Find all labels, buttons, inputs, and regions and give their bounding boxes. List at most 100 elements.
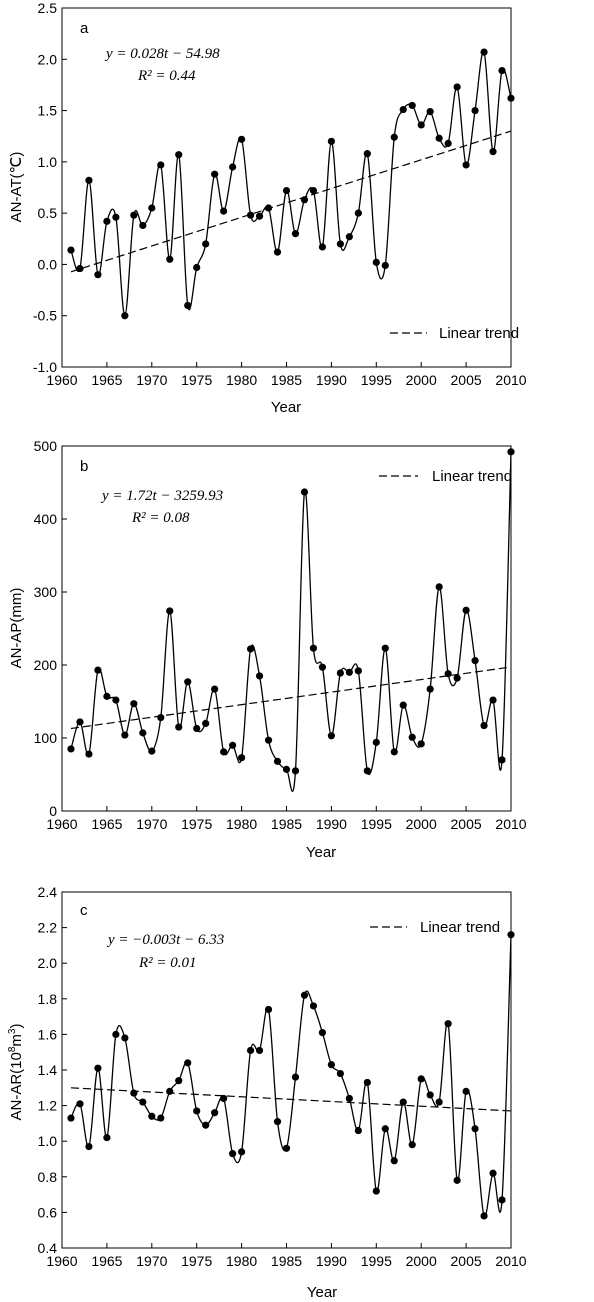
data-point bbox=[336, 1069, 344, 1078]
y-tick-label: 1.8 bbox=[38, 991, 58, 1007]
data-point bbox=[211, 685, 219, 693]
y-tick-label: 500 bbox=[34, 438, 58, 454]
data-point bbox=[453, 1176, 461, 1184]
data-point bbox=[255, 212, 264, 220]
x-tick-label: 1975 bbox=[181, 816, 212, 832]
x-tick-label: 1970 bbox=[136, 372, 167, 388]
y-axis-title: AN-AP(mm) bbox=[8, 588, 25, 669]
data-point bbox=[220, 1094, 228, 1103]
trend-line bbox=[70, 666, 512, 730]
x-tick-label: 1990 bbox=[316, 1253, 347, 1269]
data-point bbox=[220, 748, 228, 756]
data-point bbox=[121, 312, 129, 320]
data-point bbox=[220, 207, 228, 215]
y-tick-label: 0.6 bbox=[38, 1204, 58, 1220]
data-point bbox=[238, 754, 246, 762]
data-point bbox=[94, 271, 102, 279]
x-tick-label: 1965 bbox=[91, 816, 122, 832]
y-tick-label: 1.0 bbox=[38, 154, 58, 170]
data-point bbox=[67, 745, 75, 753]
data-point bbox=[193, 263, 201, 272]
data-point bbox=[264, 736, 273, 744]
x-tick-label: 2010 bbox=[495, 816, 526, 832]
data-point bbox=[435, 1098, 443, 1106]
x-tick-label: 1990 bbox=[316, 372, 347, 388]
x-tick-label: 2005 bbox=[451, 816, 482, 832]
data-point bbox=[471, 1125, 479, 1133]
data-point bbox=[139, 1098, 147, 1106]
data-point bbox=[417, 740, 425, 748]
data-point bbox=[130, 1089, 138, 1097]
data-point bbox=[148, 747, 156, 755]
data-point bbox=[157, 161, 165, 169]
data-point bbox=[67, 246, 75, 254]
data-point bbox=[139, 729, 147, 737]
data-point bbox=[273, 1118, 282, 1126]
x-tick-label: 1985 bbox=[271, 816, 302, 832]
regression-equation: y = 1.72t − 3259.93 bbox=[100, 488, 223, 504]
data-point bbox=[309, 644, 318, 652]
data-point bbox=[444, 139, 452, 147]
x-tick-label: 1970 bbox=[136, 1253, 167, 1269]
data-point bbox=[103, 1134, 111, 1142]
data-point bbox=[489, 148, 497, 156]
x-tick-label: 1975 bbox=[181, 1253, 212, 1269]
x-tick-label: 2000 bbox=[406, 816, 437, 832]
data-point bbox=[202, 1121, 210, 1129]
legend-label: Linear trend bbox=[420, 919, 500, 936]
data-point bbox=[480, 48, 488, 56]
data-point bbox=[175, 723, 183, 731]
y-axis-title: AN-AR(108m3) bbox=[7, 1024, 25, 1121]
series-line bbox=[70, 51, 511, 317]
data-point bbox=[291, 230, 300, 238]
data-point bbox=[193, 1107, 201, 1115]
data-point bbox=[166, 1087, 174, 1095]
data-point bbox=[426, 685, 434, 693]
data-point bbox=[327, 732, 335, 740]
data-point bbox=[193, 724, 201, 733]
x-axis-title: Year bbox=[307, 1284, 337, 1301]
data-point bbox=[498, 66, 506, 75]
y-tick-label: 300 bbox=[34, 584, 58, 600]
panel-letter: c bbox=[80, 902, 88, 919]
data-point bbox=[507, 448, 515, 456]
x-axis-title: Year bbox=[306, 844, 336, 861]
regression-equation: y = 0.028t − 54.98 bbox=[104, 46, 220, 62]
data-point bbox=[139, 221, 147, 230]
data-point bbox=[318, 1029, 327, 1037]
x-tick-label: 2005 bbox=[451, 1253, 482, 1269]
data-point bbox=[462, 161, 470, 169]
data-point bbox=[309, 1002, 318, 1010]
data-point bbox=[354, 667, 362, 675]
data-point bbox=[238, 1148, 246, 1156]
data-point bbox=[489, 1169, 497, 1177]
data-point bbox=[211, 170, 219, 178]
x-tick-label: 1985 bbox=[271, 372, 302, 388]
data-point bbox=[372, 738, 380, 746]
y-tick-label: -1.0 bbox=[33, 359, 57, 375]
panel-b: b y = 1.72t − 3259.93 R² = 0.08 Linear t… bbox=[8, 438, 527, 861]
y-tick-label: -0.5 bbox=[33, 308, 57, 324]
x-tick-label: 2000 bbox=[406, 372, 437, 388]
data-point bbox=[67, 1114, 75, 1122]
panel-letter: b bbox=[80, 458, 88, 475]
data-point bbox=[363, 1078, 371, 1087]
data-point bbox=[255, 672, 264, 680]
trend-line bbox=[70, 1087, 512, 1112]
data-point bbox=[345, 1094, 353, 1103]
x-tick-label: 1965 bbox=[91, 1253, 122, 1269]
data-point bbox=[94, 1064, 102, 1072]
x-tick-label: 1980 bbox=[226, 372, 257, 388]
y-tick-label: 0.5 bbox=[38, 205, 58, 221]
data-point bbox=[202, 719, 210, 728]
data-point bbox=[202, 240, 210, 248]
data-point bbox=[372, 1187, 380, 1195]
data-point bbox=[300, 196, 309, 204]
data-point bbox=[363, 767, 371, 775]
y-tick-label: 1.5 bbox=[38, 103, 58, 119]
x-tick-label: 1975 bbox=[181, 372, 212, 388]
y-axis-title-superscript: 3 bbox=[7, 1028, 18, 1034]
x-tick-label: 1995 bbox=[361, 816, 392, 832]
data-point bbox=[211, 1109, 219, 1117]
data-point bbox=[318, 243, 327, 251]
